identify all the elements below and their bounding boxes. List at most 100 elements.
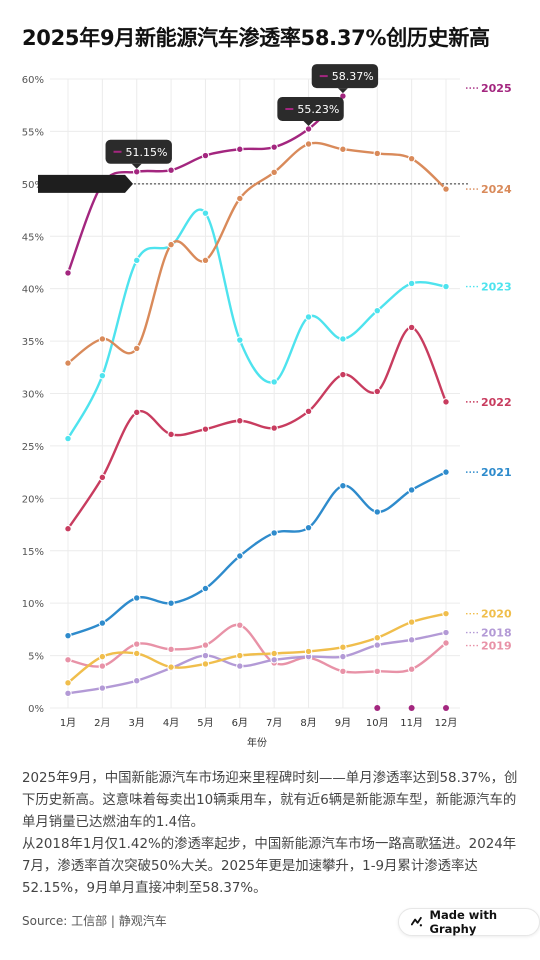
- series-2024-point: [236, 194, 244, 203]
- legend-label-2020: 2020: [481, 608, 512, 621]
- series-2019-point: [201, 641, 210, 649]
- series-2025-empty-marker: [408, 705, 415, 711]
- callout-label: 55.23%: [297, 103, 339, 116]
- callout-pointer: [303, 121, 314, 127]
- series-2022-point: [304, 407, 313, 416]
- series-2022-point: [407, 323, 416, 332]
- y-tick-label: 15%: [22, 547, 44, 558]
- series-2023-point: [270, 378, 278, 386]
- series-2021-point: [133, 594, 141, 602]
- series-2020-point: [167, 663, 175, 671]
- series-2021-point: [270, 529, 278, 537]
- callout-box: [105, 139, 172, 164]
- series-2023-point: [236, 336, 244, 344]
- chart-description: 2025年9月，中国新能源汽车市场迎来里程碑时刻——单月渗透率达到58.37%，…: [22, 768, 522, 900]
- series-2021-point: [64, 631, 72, 640]
- series-2022-point: [442, 398, 450, 406]
- y-tick-label: 5%: [28, 652, 44, 663]
- series-2022-point: [98, 473, 107, 482]
- callout-box: [311, 64, 379, 89]
- x-tick-label: 6月: [232, 717, 248, 729]
- series-2021-point: [167, 599, 175, 607]
- series-2020-point: [442, 609, 450, 618]
- series-2021-point: [304, 523, 313, 532]
- legend-label-2024: 2024: [481, 183, 512, 196]
- series-2019-point: [373, 667, 381, 676]
- x-tick-label: 5月: [197, 717, 213, 729]
- series-2020-point: [201, 660, 210, 668]
- penetration-line-chart: 0% 5% 10% 15% 20% 25% 30% 35% 40% 45% 50% 55% 60% 1月 2…: [22, 64, 512, 749]
- y-tick-label: 0%: [28, 704, 44, 715]
- legend-label-2019: 2019: [481, 640, 512, 653]
- series-2021-point: [236, 552, 244, 560]
- series-2023-point: [64, 434, 72, 443]
- graphy-logo-icon: [411, 916, 423, 927]
- series-2018-point: [442, 628, 450, 637]
- y-tick-label: 55%: [22, 127, 44, 138]
- series-2025-point: [201, 151, 210, 160]
- x-tick-label: 1月: [60, 717, 76, 729]
- series-2020-point: [236, 651, 244, 660]
- y-tick-label: 10%: [22, 599, 44, 610]
- legend-label-2025: 2025: [481, 82, 512, 95]
- series-2025-point: [133, 168, 141, 176]
- series-2018-point: [201, 651, 210, 660]
- series-2019-point: [339, 667, 347, 676]
- series-2021-point: [339, 482, 347, 490]
- series-2023-point: [201, 209, 210, 217]
- source-note: Source: 工信部 | 静观汽车: [22, 914, 167, 928]
- x-tick-label: 4月: [163, 717, 179, 729]
- series-2023-point: [373, 306, 381, 315]
- series-2023-point: [407, 279, 416, 288]
- made-with-badge[interactable]: Made with Graphy: [398, 908, 540, 936]
- series-2020-point: [339, 643, 347, 651]
- series-2018-point: [407, 636, 416, 644]
- x-tick-label: 8月: [300, 717, 316, 729]
- series-2021-point: [373, 508, 381, 516]
- callout-pointer: [131, 163, 142, 169]
- series-2024-point: [373, 149, 381, 158]
- series-2021-point: [407, 486, 416, 494]
- y-tick-label: 50%: [22, 180, 44, 191]
- series-2019-point: [133, 640, 141, 648]
- callout-label: 58.37%: [332, 70, 374, 83]
- series-2020-point: [373, 634, 381, 642]
- y-tick-label: 60%: [22, 75, 44, 86]
- series-2025-point: [64, 269, 72, 277]
- y-tick-label: 45%: [22, 232, 44, 243]
- legend-label-2018: 2018: [481, 627, 512, 640]
- y-tick-label: 30%: [22, 390, 44, 401]
- series-2018-point: [133, 677, 141, 685]
- series-2022-line: [66, 326, 448, 530]
- series-2024-point: [270, 168, 278, 177]
- series-2025-point: [270, 143, 278, 151]
- series-2022-point: [167, 430, 175, 439]
- y-tick-label: 35%: [22, 337, 44, 348]
- x-tick-label: 12月: [435, 717, 458, 729]
- series-2018-point: [373, 641, 381, 649]
- series-2018-point: [236, 662, 244, 670]
- y-tick-label: 40%: [22, 285, 44, 296]
- x-tick-label: 10月: [366, 717, 389, 729]
- series-2022-point: [373, 387, 381, 396]
- series-2020-point: [133, 649, 141, 658]
- series-2024-point: [442, 185, 450, 193]
- y-tick-label: 20%: [22, 494, 44, 505]
- series-2019-point: [98, 662, 107, 670]
- series-2018-point: [339, 652, 347, 661]
- series-2024-point: [407, 154, 416, 163]
- made-with-label: Made with Graphy: [429, 908, 498, 936]
- series-2024-point: [64, 359, 72, 367]
- series-2025-point: [304, 125, 313, 133]
- series-2025-empty-marker: [374, 705, 381, 711]
- callout-label: 51.15%: [126, 146, 168, 159]
- series-2019-point: [167, 645, 175, 653]
- series-2022-point: [133, 408, 141, 417]
- series-2021-point: [201, 584, 210, 593]
- x-tick-label: 7月: [266, 717, 282, 729]
- series-2018-point: [98, 684, 107, 692]
- series-2018-point: [64, 689, 72, 698]
- x-tick-label: 3月: [129, 717, 145, 729]
- series-2023-line: [66, 208, 448, 440]
- series-2020-point: [270, 649, 278, 658]
